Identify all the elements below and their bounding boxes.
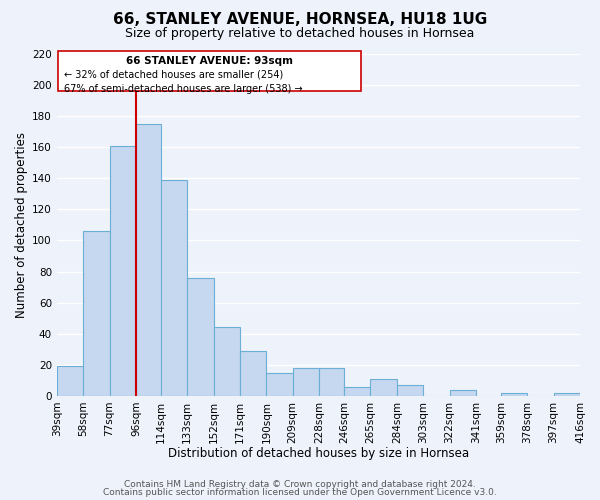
X-axis label: Distribution of detached houses by size in Hornsea: Distribution of detached houses by size … xyxy=(168,447,469,460)
Bar xyxy=(266,372,293,396)
Text: 66, STANLEY AVENUE, HORNSEA, HU18 1UG: 66, STANLEY AVENUE, HORNSEA, HU18 1UG xyxy=(113,12,487,28)
Text: 67% of semi-detached houses are larger (538) →: 67% of semi-detached houses are larger (… xyxy=(64,84,302,94)
Bar xyxy=(161,180,187,396)
Bar xyxy=(293,368,319,396)
Bar xyxy=(554,392,580,396)
Bar xyxy=(319,368,344,396)
Text: Contains HM Land Registry data © Crown copyright and database right 2024.: Contains HM Land Registry data © Crown c… xyxy=(124,480,476,489)
Text: ← 32% of detached houses are smaller (254): ← 32% of detached houses are smaller (25… xyxy=(64,70,283,80)
Bar xyxy=(501,392,527,396)
Text: Size of property relative to detached houses in Hornsea: Size of property relative to detached ho… xyxy=(125,28,475,40)
Bar xyxy=(187,278,214,396)
Bar xyxy=(57,366,83,396)
Bar xyxy=(214,328,240,396)
Bar xyxy=(136,124,161,396)
Bar xyxy=(449,390,476,396)
Text: Contains public sector information licensed under the Open Government Licence v3: Contains public sector information licen… xyxy=(103,488,497,497)
Bar xyxy=(344,386,370,396)
FancyBboxPatch shape xyxy=(58,51,361,92)
Bar xyxy=(110,146,136,396)
Bar xyxy=(370,379,397,396)
Y-axis label: Number of detached properties: Number of detached properties xyxy=(15,132,28,318)
Bar xyxy=(240,351,266,396)
Bar xyxy=(83,231,110,396)
Bar xyxy=(397,385,423,396)
Text: 66 STANLEY AVENUE: 93sqm: 66 STANLEY AVENUE: 93sqm xyxy=(126,56,293,66)
